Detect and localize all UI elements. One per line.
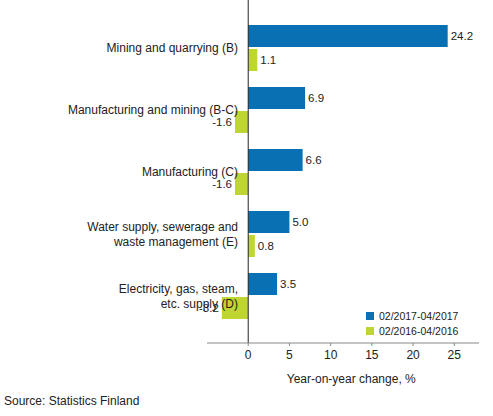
- category-line: Electricity, gas, steam,: [119, 282, 238, 296]
- data-label: 6.6: [306, 154, 322, 166]
- tick-mark: [289, 343, 290, 346]
- category-line: Mining and quarrying (B): [107, 41, 238, 55]
- category-line: etc. supply (D): [161, 297, 238, 311]
- tick-mark: [413, 343, 414, 346]
- bars: [222, 25, 448, 319]
- tick-mark: [330, 343, 331, 346]
- axis-title: Year-on-year change, %: [287, 372, 416, 386]
- labels: 24.26.96.65.03.51.1-1.6-1.60.8-3.2: [199, 30, 473, 314]
- data-label: 5.0: [292, 216, 308, 228]
- category-line: waste management (E): [113, 235, 238, 249]
- tick-mark: [371, 343, 372, 346]
- tick-label: 5: [286, 348, 293, 362]
- bar: [248, 211, 289, 233]
- bar: [248, 87, 305, 109]
- data-label: 6.9: [308, 92, 324, 104]
- legend-label: 02/2016-04/2016: [379, 325, 459, 337]
- chart: 24.26.96.65.03.51.1-1.6-1.60.8-3.2Mining…: [0, 0, 493, 416]
- category-label: Electricity, gas, steam,etc. supply (D): [119, 282, 238, 311]
- data-label: -1.6: [212, 116, 232, 128]
- category-line: Water supply, sewerage and: [87, 220, 238, 234]
- data-label: 24.2: [451, 30, 473, 42]
- legend-swatch: [366, 327, 374, 335]
- data-label: 0.8: [258, 240, 274, 252]
- bar: [248, 235, 255, 257]
- tick-mark: [248, 343, 249, 346]
- tick-mark: [454, 343, 455, 346]
- bar: [248, 25, 447, 47]
- bar: [248, 49, 257, 71]
- category-label: Water supply, sewerage andwaste manageme…: [87, 220, 238, 249]
- data-label: -1.6: [212, 178, 232, 190]
- category-label: Mining and quarrying (B): [107, 41, 238, 55]
- data-label: 1.1: [260, 54, 276, 66]
- legend: 02/2017-04/2017 02/2016-04/2016: [366, 310, 459, 337]
- category-line: Manufacturing and mining (B-C): [68, 103, 238, 117]
- category-line: Manufacturing (C): [142, 165, 238, 179]
- legend-swatch: [366, 312, 374, 320]
- tick-label: 15: [365, 348, 379, 362]
- bar: [248, 273, 277, 295]
- tick-label: 20: [406, 348, 420, 362]
- source: Source: Statistics Finland: [4, 394, 139, 408]
- category-label: Manufacturing and mining (B-C): [68, 103, 238, 117]
- tick-label: 25: [448, 348, 462, 362]
- tick-label: 10: [324, 348, 338, 362]
- data-label: 3.5: [280, 278, 296, 290]
- legend-label: 02/2017-04/2017: [379, 310, 459, 322]
- category-label: Manufacturing (C): [142, 165, 238, 179]
- zero-line: [248, 0, 249, 343]
- tick-label: 0: [245, 348, 252, 362]
- bar: [248, 149, 302, 171]
